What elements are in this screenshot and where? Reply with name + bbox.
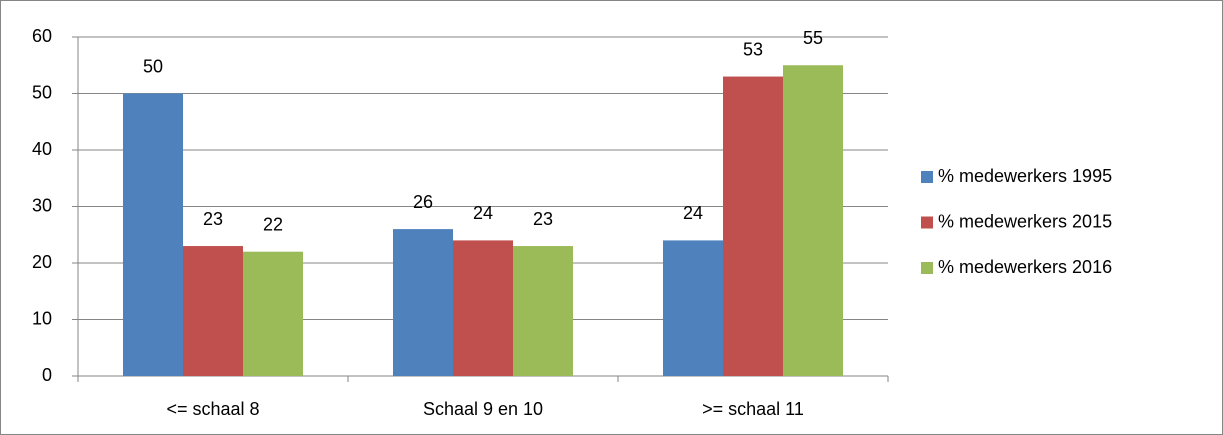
data-label: 23 xyxy=(203,209,223,229)
data-label: 24 xyxy=(683,203,703,223)
y-tick-label: 30 xyxy=(32,195,52,215)
bar xyxy=(513,246,573,376)
legend-label: % medewerkers 2016 xyxy=(938,257,1112,277)
bar xyxy=(183,246,243,376)
y-tick-label: 0 xyxy=(42,365,52,385)
bar xyxy=(783,65,843,376)
legend-swatch xyxy=(921,171,933,183)
data-label: 22 xyxy=(263,214,283,234)
bar xyxy=(123,93,183,376)
legend-swatch xyxy=(921,262,933,274)
bar xyxy=(663,240,723,376)
data-label: 24 xyxy=(473,203,493,223)
legend-swatch xyxy=(921,216,933,229)
data-label: 55 xyxy=(803,28,823,48)
data-label: 26 xyxy=(413,192,433,212)
x-tick-label: Schaal 9 en 10 xyxy=(423,399,543,419)
data-label: 23 xyxy=(533,209,553,229)
y-tick-label: 50 xyxy=(32,82,52,102)
bar xyxy=(723,76,783,377)
legend-label: % medewerkers 2015 xyxy=(938,211,1112,231)
y-tick-label: 20 xyxy=(32,252,52,272)
data-label: 50 xyxy=(143,56,163,76)
y-tick-label: 10 xyxy=(32,308,52,328)
y-tick-label: 60 xyxy=(32,26,52,46)
y-tick-label: 40 xyxy=(32,139,52,159)
legend-label: % medewerkers 1995 xyxy=(938,166,1112,186)
data-label: 53 xyxy=(743,39,763,59)
bar xyxy=(453,240,513,376)
bar xyxy=(243,251,303,376)
bar xyxy=(393,229,453,376)
x-tick-label: >= schaal 11 xyxy=(702,399,804,419)
x-tick-label: <= schaal 8 xyxy=(166,399,259,419)
